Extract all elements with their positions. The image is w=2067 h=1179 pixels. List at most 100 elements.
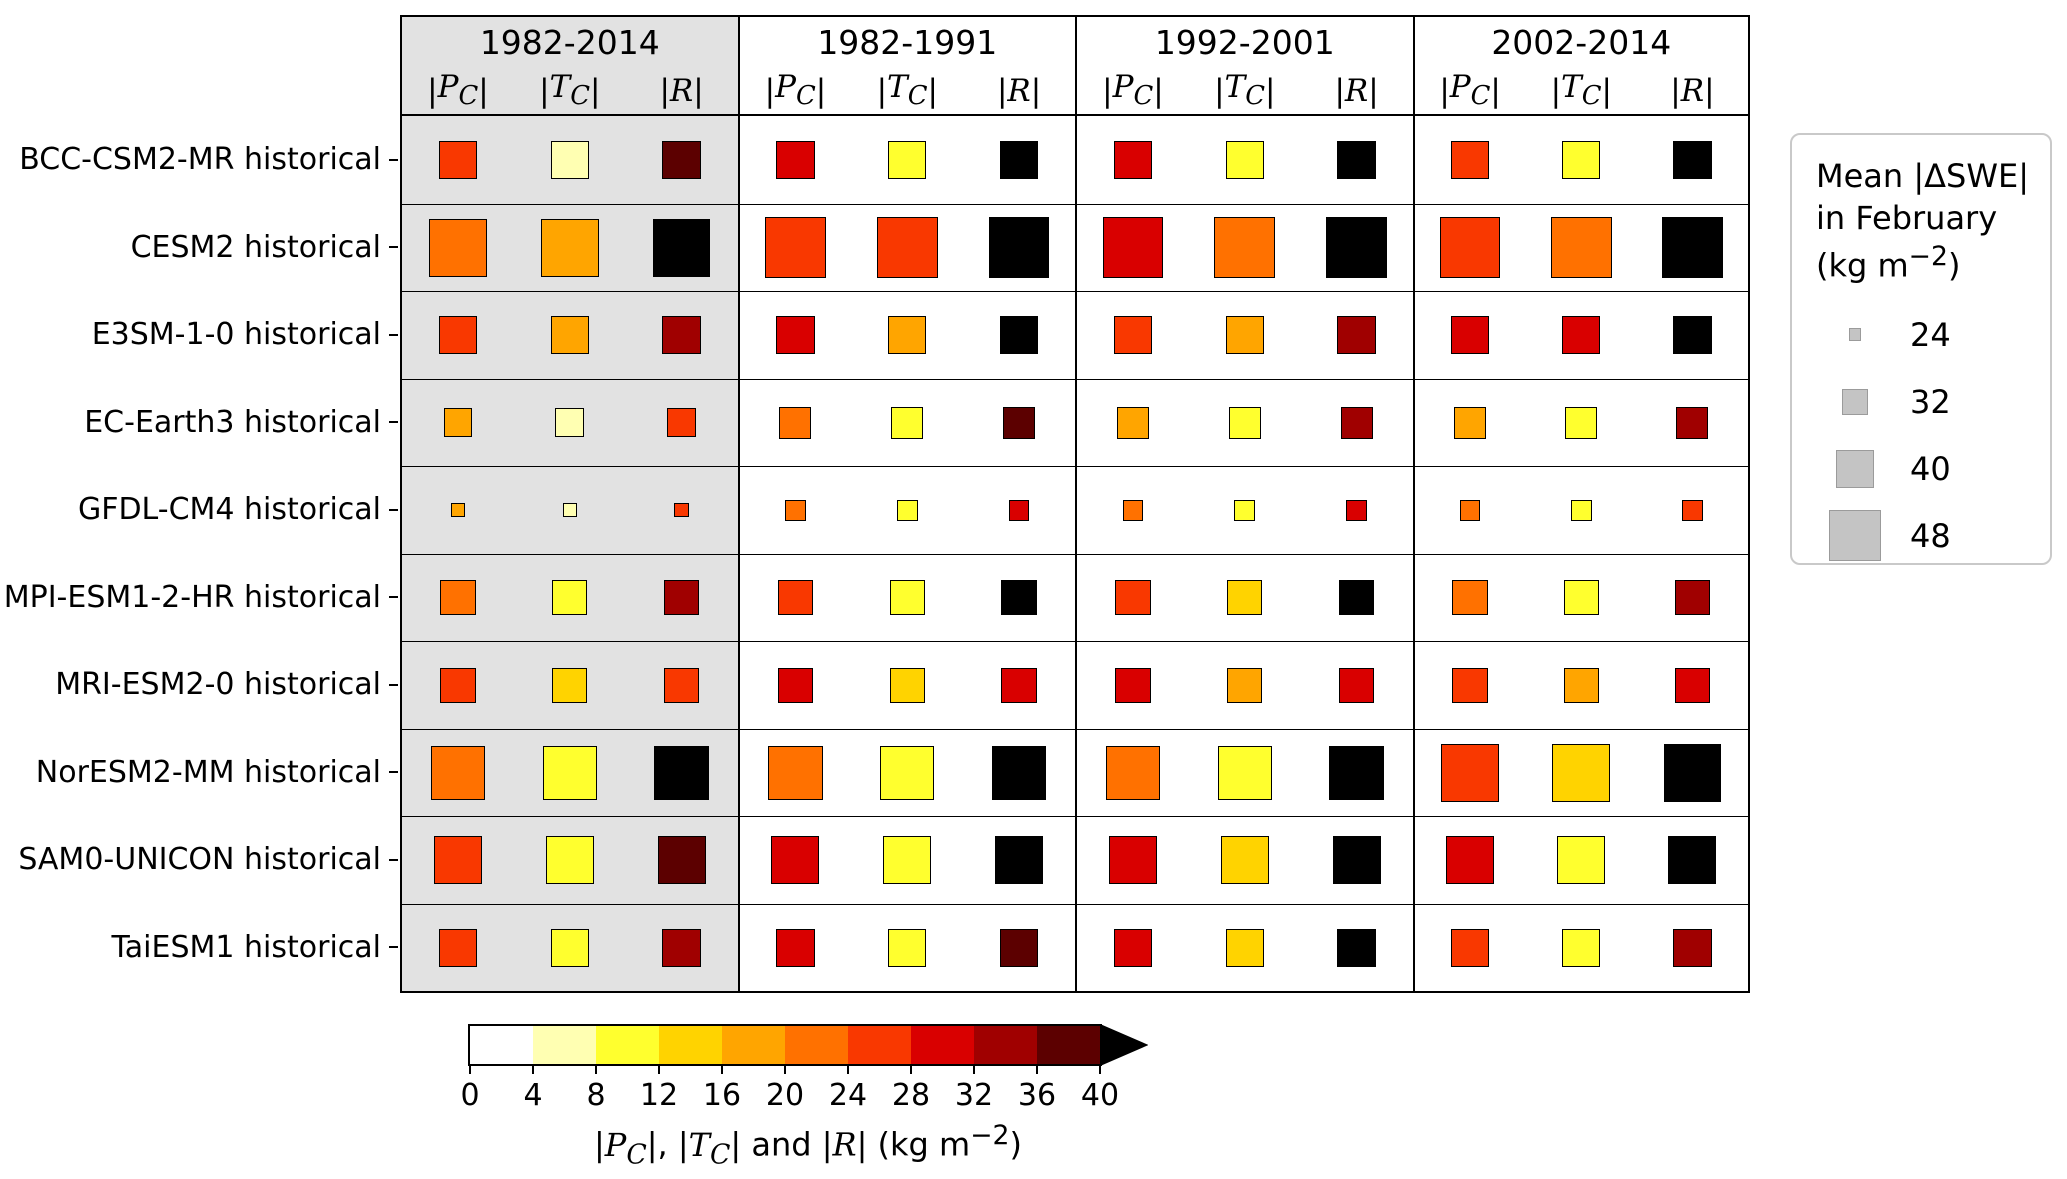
colorbar-segment bbox=[848, 1026, 911, 1064]
data-square bbox=[991, 745, 1047, 800]
model-row bbox=[739, 903, 1075, 992]
grid-cell bbox=[626, 116, 738, 204]
grid-cell bbox=[402, 905, 514, 992]
colorbar-extend-arrow bbox=[1100, 1024, 1148, 1066]
grid-cell bbox=[740, 905, 852, 992]
grid-cell bbox=[851, 642, 963, 729]
period-rows bbox=[402, 116, 738, 991]
grid-cell bbox=[1637, 292, 1748, 379]
y-tick-mark bbox=[389, 946, 398, 949]
data-square bbox=[777, 580, 813, 616]
colorbar-tick-mark bbox=[910, 1066, 912, 1074]
model-row bbox=[1414, 553, 1748, 642]
legend-square-box bbox=[1816, 510, 1894, 562]
model-row bbox=[739, 291, 1075, 379]
colorbar-tick-label: 40 bbox=[1080, 1078, 1120, 1113]
model-row bbox=[1414, 466, 1748, 554]
grid-cell bbox=[851, 380, 963, 467]
model-label: SAM0-UNICON historical bbox=[0, 816, 398, 904]
colorbar-tick-label: 12 bbox=[639, 1078, 679, 1113]
model-label: E3SM-1-0 historical bbox=[0, 291, 398, 379]
colorbar-segment bbox=[659, 1026, 722, 1064]
grid-cell bbox=[1301, 380, 1413, 467]
variable-headers: | PC | | TC | | R | bbox=[1414, 67, 1748, 116]
model-label-text: CESM2 historical bbox=[130, 229, 381, 265]
variable-label: | TC | bbox=[876, 69, 938, 112]
data-square bbox=[662, 928, 701, 967]
grid-cell bbox=[1415, 555, 1526, 642]
data-square bbox=[1102, 217, 1164, 279]
grid-cell bbox=[1189, 642, 1301, 729]
model-row bbox=[402, 553, 738, 642]
model-row bbox=[1414, 291, 1748, 379]
grid-cell bbox=[1301, 292, 1413, 379]
grid-cell bbox=[1077, 817, 1189, 904]
period-rows bbox=[739, 116, 1075, 992]
grid-cell bbox=[1415, 905, 1526, 992]
grid-cell bbox=[1189, 555, 1301, 642]
data-square bbox=[1337, 316, 1376, 355]
data-square bbox=[771, 836, 820, 885]
model-label-text: MRI-ESM2-0 historical bbox=[55, 667, 381, 703]
data-square bbox=[443, 408, 473, 438]
grid-cell bbox=[740, 380, 852, 467]
data-square bbox=[777, 667, 813, 703]
grid-cell bbox=[1077, 730, 1189, 817]
model-row bbox=[402, 816, 738, 904]
legend-items: 24 32 40 48 bbox=[1816, 301, 2050, 569]
grid-cell bbox=[740, 730, 852, 817]
data-square bbox=[1220, 836, 1269, 885]
grid-cell bbox=[402, 205, 514, 292]
model-label-text: BCC-CSM2-MR historical bbox=[19, 142, 381, 178]
model-row bbox=[402, 378, 738, 467]
grid-cell bbox=[1526, 817, 1637, 904]
grid-cell bbox=[963, 555, 1075, 642]
colorbar-tick-mark bbox=[721, 1066, 723, 1074]
grid-cell bbox=[1526, 642, 1637, 729]
data-square bbox=[1214, 217, 1276, 279]
grid-cell bbox=[1526, 555, 1637, 642]
grid-cell bbox=[1526, 380, 1637, 467]
grid-cell bbox=[1415, 467, 1526, 554]
data-square bbox=[438, 928, 478, 967]
model-row bbox=[1414, 378, 1748, 467]
grid-cell bbox=[514, 467, 626, 554]
data-square bbox=[550, 140, 589, 179]
grid-cell bbox=[402, 380, 514, 467]
grid-cell bbox=[514, 642, 626, 729]
model-row bbox=[402, 203, 738, 292]
model-label-text: EC-Earth3 historical bbox=[84, 404, 381, 440]
data-square bbox=[1562, 140, 1601, 179]
legend-size-label: 40 bbox=[1910, 449, 1951, 488]
data-square bbox=[1337, 140, 1376, 179]
grid-cell bbox=[1077, 905, 1189, 992]
data-square bbox=[1663, 743, 1722, 802]
data-square bbox=[891, 406, 924, 439]
grid-cell bbox=[851, 292, 963, 379]
model-label: CESM2 historical bbox=[0, 204, 398, 292]
grid-cell bbox=[1415, 292, 1526, 379]
model-label: TaiESM1 historical bbox=[0, 904, 398, 992]
model-label: BCC-CSM2-MR historical bbox=[0, 116, 398, 204]
grid-cell bbox=[963, 205, 1075, 292]
data-square bbox=[429, 218, 487, 277]
model-label-text: TaiESM1 historical bbox=[111, 929, 381, 965]
grid-cell bbox=[963, 642, 1075, 729]
colorbar-tick-label: 32 bbox=[954, 1078, 994, 1113]
grid-cell bbox=[963, 817, 1075, 904]
variable-label: | R | bbox=[1334, 72, 1379, 109]
legend-item: 32 bbox=[1816, 368, 2050, 435]
grid-cell bbox=[626, 292, 738, 379]
legend-square bbox=[1835, 449, 1875, 489]
grid-cell bbox=[626, 817, 738, 904]
grid-cell bbox=[1526, 467, 1637, 554]
grid-cell bbox=[514, 730, 626, 817]
model-label: NorESM2-MM historical bbox=[0, 729, 398, 817]
legend-square bbox=[1848, 328, 1862, 342]
model-row bbox=[1077, 116, 1413, 204]
grid-cell bbox=[402, 292, 514, 379]
grid-cell bbox=[851, 555, 963, 642]
model-row bbox=[1077, 378, 1413, 467]
data-square bbox=[440, 580, 476, 616]
period-rows bbox=[1077, 116, 1413, 991]
